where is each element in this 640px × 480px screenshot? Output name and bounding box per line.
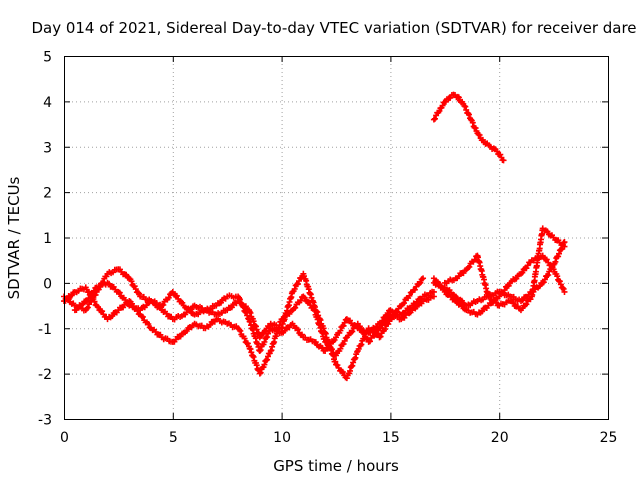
- y-axis-label: SDTVAR / TECUs: [5, 176, 23, 299]
- y-tick-label: -2: [38, 367, 52, 383]
- grid: [64, 56, 608, 419]
- marker-trail: [443, 227, 566, 312]
- x-tick-label: 10: [273, 430, 291, 446]
- x-tick-label: 5: [169, 430, 178, 446]
- marker-trail: [73, 273, 425, 381]
- data-point: [561, 288, 568, 295]
- x-tick-label: 0: [60, 430, 69, 446]
- x-axis-label: GPS time / hours: [273, 457, 399, 475]
- y-tick-label: 1: [43, 231, 52, 247]
- axis-ticks: 0 5 10 15 20 25 -3 -2 -1 0 1 2 3 4 5: [38, 50, 617, 447]
- y-tick-label: -1: [38, 322, 52, 338]
- x-tick-label: 20: [491, 430, 509, 446]
- y-tick-label: -3: [38, 413, 52, 429]
- series-track-6: [441, 225, 568, 314]
- data-series: [61, 91, 568, 382]
- x-tick-label: 25: [600, 430, 618, 446]
- chart-title: Day 014 of 2021, Sidereal Day-to-day VTE…: [31, 19, 636, 37]
- series-track-7: [430, 91, 507, 164]
- marker-trail: [432, 92, 506, 163]
- y-tick-label: 2: [43, 186, 52, 202]
- y-tick-label: 4: [43, 95, 52, 111]
- y-tick-label: 3: [43, 140, 52, 156]
- y-tick-label: 5: [43, 50, 52, 66]
- y-tick-label: 0: [43, 276, 52, 292]
- marker-trail: [432, 254, 567, 318]
- series-track-3: [71, 270, 427, 382]
- x-tick-label: 15: [382, 430, 400, 446]
- series-track-2: [61, 284, 437, 377]
- series-track-5: [430, 252, 568, 318]
